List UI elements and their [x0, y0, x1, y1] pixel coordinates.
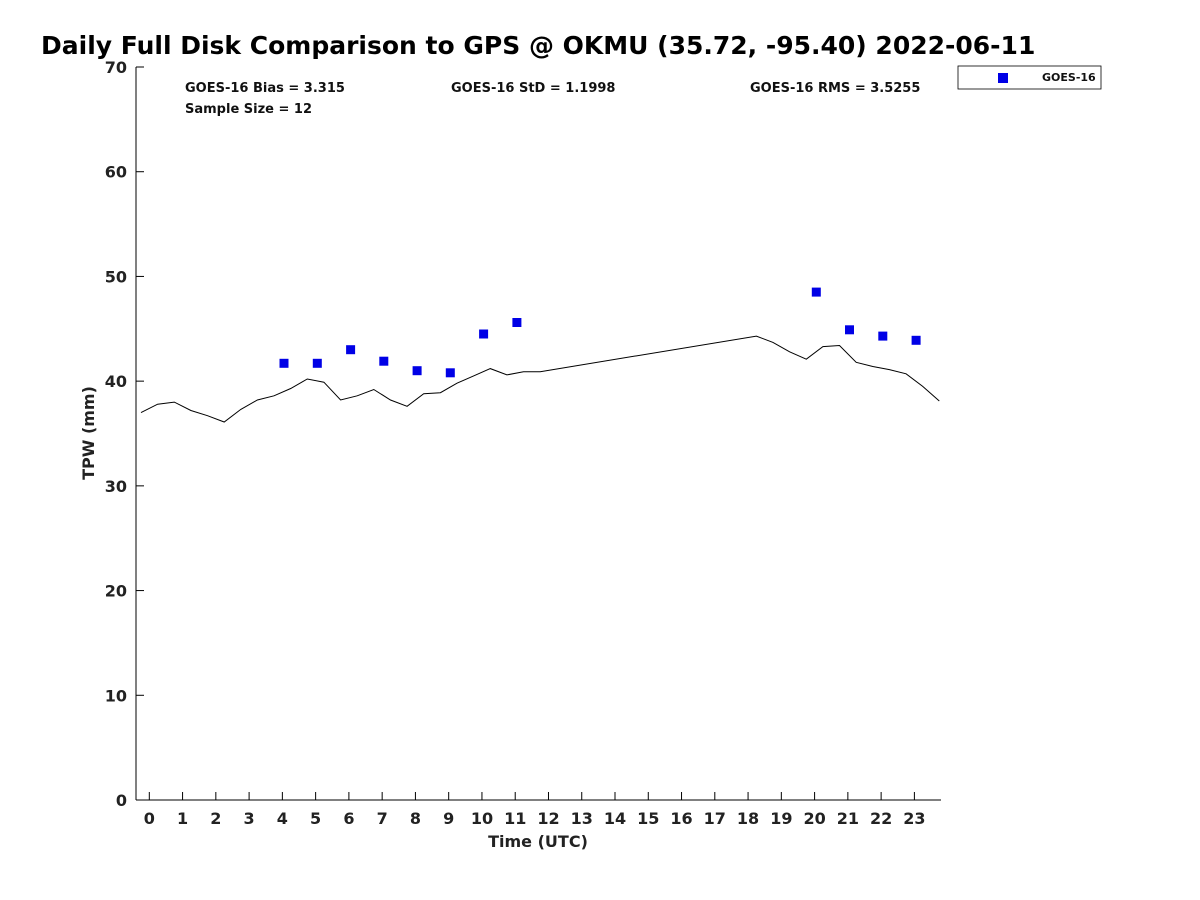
x-tick-label: 12: [537, 809, 559, 828]
x-tick-label: 17: [704, 809, 726, 828]
x-tick-label: 11: [504, 809, 526, 828]
legend-box: [957, 65, 1102, 90]
goes-16-point: [312, 358, 322, 368]
goes-16-point: [811, 287, 821, 297]
goes-16-point: [412, 366, 422, 376]
x-tick-label: 10: [471, 809, 493, 828]
x-tick-label: 8: [410, 809, 421, 828]
y-axis-ticks: 0 10 20 30 40 50 60 70: [105, 58, 144, 810]
x-tick-label: 13: [571, 809, 593, 828]
goes-16-point: [512, 318, 522, 327]
x-tick-label: 6: [343, 809, 354, 828]
goes-16-point: [346, 345, 356, 355]
x-tick-label: 0: [144, 809, 155, 828]
axes: [135, 67, 941, 801]
legend-label-goes-16: GOES-16: [1042, 71, 1096, 84]
x-tick-label: 2: [210, 809, 221, 828]
y-tick-label: 40: [105, 372, 127, 391]
x-tick-label: 18: [737, 809, 759, 828]
x-tick-label: 21: [837, 809, 859, 828]
gps-series: [140, 335, 940, 423]
x-tick-label: 3: [244, 809, 255, 828]
y-tick-label: 10: [105, 686, 127, 705]
legend-marker-goes-16: [998, 73, 1008, 83]
y-tick-label: 50: [105, 267, 127, 286]
y-tick-label: 0: [116, 791, 127, 810]
y-axis-label: TPW (mm): [79, 386, 98, 480]
gps-line: [140, 335, 940, 423]
x-tick-label: 16: [670, 809, 692, 828]
x-tick-label: 9: [443, 809, 454, 828]
goes-16-point: [845, 325, 854, 335]
x-axis-label: Time (UTC): [488, 832, 588, 851]
x-axis-ticks: 0 1 2 3 4 5 6 7 8 9 10 11 12 13 14 15 16 17 18 19 20 21 22 23: [144, 792, 926, 828]
bias-stat: GOES-16 Bias = 3.315: [185, 81, 345, 96]
y-tick-label: 20: [105, 582, 127, 601]
y-tick-label: 70: [105, 58, 127, 77]
x-tick-label: 7: [377, 809, 388, 828]
y-tick-label: 30: [105, 477, 127, 496]
goes-16-point: [279, 358, 289, 368]
legend: GOES-16: [957, 65, 1102, 90]
chart-title: Daily Full Disk Comparison to GPS @ OKMU…: [41, 31, 1035, 60]
x-tick-label: 15: [637, 809, 659, 828]
x-tick-label: 1: [177, 809, 188, 828]
x-tick-label: 4: [277, 809, 288, 828]
x-tick-label: 23: [903, 809, 925, 828]
x-tick-label: 19: [770, 809, 792, 828]
std-stat: GOES-16 StD = 1.1998: [451, 81, 615, 96]
x-tick-label: 5: [310, 809, 321, 828]
goes-16-point: [878, 331, 888, 341]
goes-16-point: [479, 329, 489, 339]
y-tick-label: 60: [105, 163, 127, 182]
x-tick-label: 14: [604, 809, 626, 828]
x-tick-label: 22: [870, 809, 892, 828]
sample-size-stat: Sample Size = 12: [185, 102, 312, 117]
goes-16-point: [445, 368, 455, 378]
rms-stat: GOES-16 RMS = 3.5255: [750, 81, 920, 96]
x-tick-label: 20: [803, 809, 825, 828]
goes-16-point: [379, 356, 389, 366]
goes-16-point: [911, 335, 921, 345]
goes-16-series: [279, 287, 921, 378]
